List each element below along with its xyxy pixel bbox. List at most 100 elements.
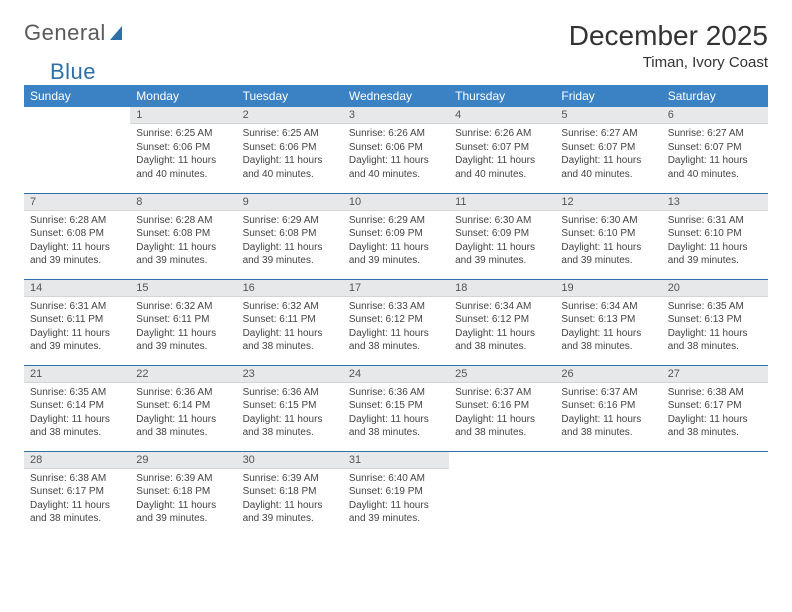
day-number: 9 [237,194,343,211]
day-of-week-row: SundayMondayTuesdayWednesdayThursdayFrid… [24,85,768,107]
day-number: 22 [130,366,236,383]
daylight-line: Daylight: 11 hours and 40 minutes. [455,154,549,181]
sunrise-line: Sunrise: 6:36 AM [243,386,337,400]
day-cell: 26Sunrise: 6:37 AMSunset: 6:16 PMDayligh… [555,365,661,451]
day-body: Sunrise: 6:39 AMSunset: 6:18 PMDaylight:… [237,469,343,530]
day-body: Sunrise: 6:40 AMSunset: 6:19 PMDaylight:… [343,469,449,530]
day-body: Sunrise: 6:34 AMSunset: 6:12 PMDaylight:… [449,297,555,358]
week-row: 28Sunrise: 6:38 AMSunset: 6:17 PMDayligh… [24,451,768,537]
day-cell: 21Sunrise: 6:35 AMSunset: 6:14 PMDayligh… [24,365,130,451]
day-number: 7 [24,194,130,211]
day-body: Sunrise: 6:36 AMSunset: 6:15 PMDaylight:… [237,383,343,444]
daylight-line: Daylight: 11 hours and 38 minutes. [243,327,337,354]
day-body: Sunrise: 6:37 AMSunset: 6:16 PMDaylight:… [555,383,661,444]
sunset-line: Sunset: 6:18 PM [136,485,230,499]
sunrise-line: Sunrise: 6:30 AM [561,214,655,228]
sunset-line: Sunset: 6:10 PM [561,227,655,241]
sunset-line: Sunset: 6:09 PM [455,227,549,241]
sunrise-line: Sunrise: 6:32 AM [136,300,230,314]
daylight-line: Daylight: 11 hours and 40 minutes. [243,154,337,181]
day-number: 14 [24,280,130,297]
day-cell: 4Sunrise: 6:26 AMSunset: 6:07 PMDaylight… [449,107,555,193]
daylight-line: Daylight: 11 hours and 40 minutes. [561,154,655,181]
sunset-line: Sunset: 6:07 PM [561,141,655,155]
daylight-line: Daylight: 11 hours and 39 minutes. [243,241,337,268]
day-number: 28 [24,452,130,469]
day-cell: 13Sunrise: 6:31 AMSunset: 6:10 PMDayligh… [662,193,768,279]
sunset-line: Sunset: 6:15 PM [349,399,443,413]
sunrise-line: Sunrise: 6:30 AM [455,214,549,228]
day-body: Sunrise: 6:32 AMSunset: 6:11 PMDaylight:… [130,297,236,358]
day-number: 21 [24,366,130,383]
daylight-line: Daylight: 11 hours and 39 minutes. [136,327,230,354]
day-body: Sunrise: 6:28 AMSunset: 6:08 PMDaylight:… [130,211,236,272]
day-cell: 5Sunrise: 6:27 AMSunset: 6:07 PMDaylight… [555,107,661,193]
daylight-line: Daylight: 11 hours and 39 minutes. [30,327,124,354]
sunrise-line: Sunrise: 6:35 AM [668,300,762,314]
sunset-line: Sunset: 6:13 PM [668,313,762,327]
day-number: 16 [237,280,343,297]
sunset-line: Sunset: 6:16 PM [561,399,655,413]
day-number: 15 [130,280,236,297]
day-number: 20 [662,280,768,297]
day-body: Sunrise: 6:35 AMSunset: 6:13 PMDaylight:… [662,297,768,358]
daylight-line: Daylight: 11 hours and 38 minutes. [349,327,443,354]
week-row: 14Sunrise: 6:31 AMSunset: 6:11 PMDayligh… [24,279,768,365]
day-number: 29 [130,452,236,469]
daylight-line: Daylight: 11 hours and 38 minutes. [561,413,655,440]
dow-sunday: Sunday [24,85,130,107]
daylight-line: Daylight: 11 hours and 38 minutes. [136,413,230,440]
day-cell [662,451,768,537]
daylight-line: Daylight: 11 hours and 40 minutes. [668,154,762,181]
day-number: 30 [237,452,343,469]
day-number: 31 [343,452,449,469]
week-row: 1Sunrise: 6:25 AMSunset: 6:06 PMDaylight… [24,107,768,193]
daylight-line: Daylight: 11 hours and 38 minutes. [455,327,549,354]
day-number: 26 [555,366,661,383]
day-number: 6 [662,107,768,124]
sunset-line: Sunset: 6:19 PM [349,485,443,499]
day-body: Sunrise: 6:26 AMSunset: 6:07 PMDaylight:… [449,124,555,185]
sunrise-line: Sunrise: 6:33 AM [349,300,443,314]
day-number: 13 [662,194,768,211]
sunrise-line: Sunrise: 6:27 AM [561,127,655,141]
day-cell: 7Sunrise: 6:28 AMSunset: 6:08 PMDaylight… [24,193,130,279]
sunrise-line: Sunrise: 6:25 AM [136,127,230,141]
day-body: Sunrise: 6:34 AMSunset: 6:13 PMDaylight:… [555,297,661,358]
day-cell: 14Sunrise: 6:31 AMSunset: 6:11 PMDayligh… [24,279,130,365]
sunrise-line: Sunrise: 6:38 AM [668,386,762,400]
daylight-line: Daylight: 11 hours and 38 minutes. [668,413,762,440]
day-cell: 28Sunrise: 6:38 AMSunset: 6:17 PMDayligh… [24,451,130,537]
day-body: Sunrise: 6:27 AMSunset: 6:07 PMDaylight:… [662,124,768,185]
calendar-table: SundayMondayTuesdayWednesdayThursdayFrid… [24,85,768,537]
sunset-line: Sunset: 6:11 PM [243,313,337,327]
day-body: Sunrise: 6:27 AMSunset: 6:07 PMDaylight:… [555,124,661,185]
sunrise-line: Sunrise: 6:29 AM [243,214,337,228]
day-body: Sunrise: 6:25 AMSunset: 6:06 PMDaylight:… [237,124,343,185]
dow-monday: Monday [130,85,236,107]
sunset-line: Sunset: 6:18 PM [243,485,337,499]
sunset-line: Sunset: 6:11 PM [136,313,230,327]
location: Timan, Ivory Coast [569,54,768,71]
day-number: 24 [343,366,449,383]
sunset-line: Sunset: 6:08 PM [243,227,337,241]
sunset-line: Sunset: 6:17 PM [30,485,124,499]
sunset-line: Sunset: 6:15 PM [243,399,337,413]
day-number: 17 [343,280,449,297]
day-cell: 11Sunrise: 6:30 AMSunset: 6:09 PMDayligh… [449,193,555,279]
sunrise-line: Sunrise: 6:39 AM [243,472,337,486]
sunset-line: Sunset: 6:14 PM [136,399,230,413]
sunset-line: Sunset: 6:11 PM [30,313,124,327]
daylight-line: Daylight: 11 hours and 40 minutes. [349,154,443,181]
sunrise-line: Sunrise: 6:39 AM [136,472,230,486]
sunset-line: Sunset: 6:12 PM [349,313,443,327]
day-body: Sunrise: 6:38 AMSunset: 6:17 PMDaylight:… [24,469,130,530]
daylight-line: Daylight: 11 hours and 39 minutes. [349,499,443,526]
daylight-line: Daylight: 11 hours and 39 minutes. [30,241,124,268]
sunset-line: Sunset: 6:16 PM [455,399,549,413]
day-body: Sunrise: 6:29 AMSunset: 6:08 PMDaylight:… [237,211,343,272]
sunrise-line: Sunrise: 6:37 AM [561,386,655,400]
day-number: 8 [130,194,236,211]
daylight-line: Daylight: 11 hours and 40 minutes. [136,154,230,181]
sunrise-line: Sunrise: 6:28 AM [30,214,124,228]
